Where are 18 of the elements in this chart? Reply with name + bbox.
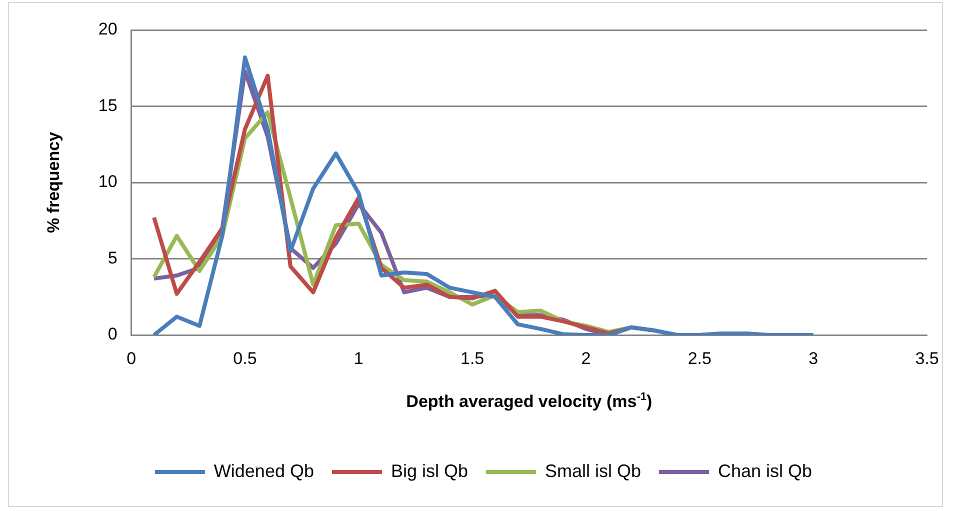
x-tick-label: 3.5 — [915, 348, 939, 368]
legend-label: Chan isl Qb — [718, 460, 812, 481]
legend-label: Widened Qb — [214, 460, 314, 481]
x-tick-label: 2.5 — [688, 348, 712, 368]
y-tick-label: 10 — [98, 172, 118, 192]
x-tick-label: 0.5 — [233, 348, 257, 368]
x-tick-label: 0 — [126, 348, 136, 368]
y-tick-label: 5 — [108, 248, 118, 268]
y-axis-title: % frequency — [44, 131, 63, 234]
x-tick-label: 2 — [581, 348, 591, 368]
legend-label: Big isl Qb — [390, 460, 468, 481]
y-tick-label: 0 — [108, 324, 118, 344]
y-tick-label: 15 — [98, 96, 118, 115]
y-tick-label: 20 — [98, 20, 118, 39]
x-tick-label: 3 — [808, 348, 818, 368]
x-tick-label: 1.5 — [460, 348, 484, 368]
legend-label: Small isl Qb — [545, 460, 642, 481]
x-tick-label: 1 — [354, 348, 364, 368]
